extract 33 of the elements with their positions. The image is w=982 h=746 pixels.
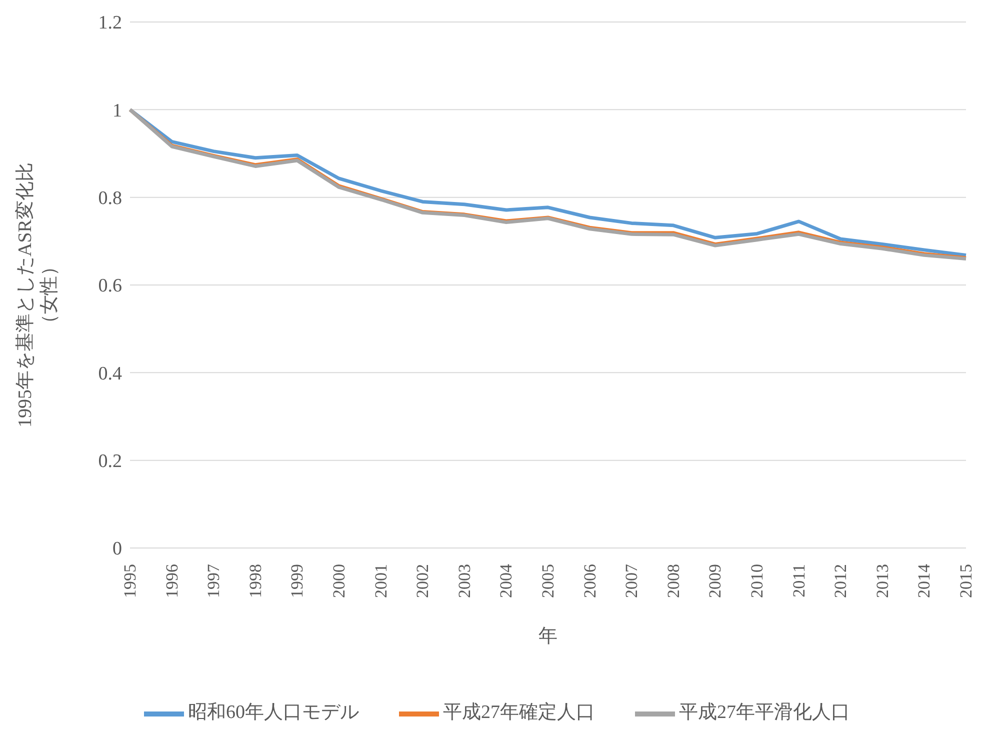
x-tick-label: 2004 bbox=[496, 564, 516, 598]
y-tick-label: 0.2 bbox=[98, 451, 122, 472]
x-tick-label: 1997 bbox=[204, 564, 224, 598]
x-tick-label: 2003 bbox=[454, 564, 474, 598]
y-tick-label: 0.6 bbox=[98, 276, 122, 297]
y-tick-label: 1.2 bbox=[98, 12, 122, 34]
y-tick-label: 0.8 bbox=[98, 188, 122, 210]
x-tick-label: 2010 bbox=[748, 564, 766, 598]
legend-label: 平成27年平滑化人口 bbox=[679, 702, 850, 724]
x-tick-label: 2011 bbox=[789, 564, 808, 598]
x-tick-label: 2014 bbox=[914, 564, 934, 598]
x-tick-label: 2012 bbox=[831, 564, 850, 598]
x-tick-label: 1999 bbox=[288, 564, 307, 598]
x-tick-label: 2015 bbox=[956, 564, 976, 598]
x-axis-title: 年 bbox=[538, 626, 558, 647]
x-tick-label: 2001 bbox=[371, 564, 390, 598]
x-tick-label: 2013 bbox=[872, 564, 892, 598]
y-axis-title: 1995年を基準としたASR変化比（女性） bbox=[14, 162, 61, 430]
y-tick-label: 1 bbox=[112, 100, 122, 122]
x-tick-label: 2006 bbox=[580, 564, 600, 598]
x-tick-label: 2009 bbox=[706, 564, 725, 598]
x-tick-label: 2000 bbox=[330, 564, 348, 598]
y-tick-label: 0 bbox=[112, 538, 122, 560]
x-tick-label: 1995 bbox=[120, 564, 140, 598]
x-tick-label: 2008 bbox=[664, 564, 683, 598]
x-tick-label: 1996 bbox=[162, 564, 182, 598]
x-tick-label: 2002 bbox=[413, 564, 432, 598]
y-tick-label: 0.4 bbox=[98, 363, 122, 384]
x-tick-label: 2005 bbox=[538, 564, 558, 598]
x-tick-label: 2007 bbox=[622, 564, 642, 598]
x-tick-label: 1998 bbox=[246, 564, 265, 598]
legend-label: 平成27年確定人口 bbox=[443, 702, 595, 724]
legend-label: 昭和60年人口モデル bbox=[188, 702, 359, 724]
